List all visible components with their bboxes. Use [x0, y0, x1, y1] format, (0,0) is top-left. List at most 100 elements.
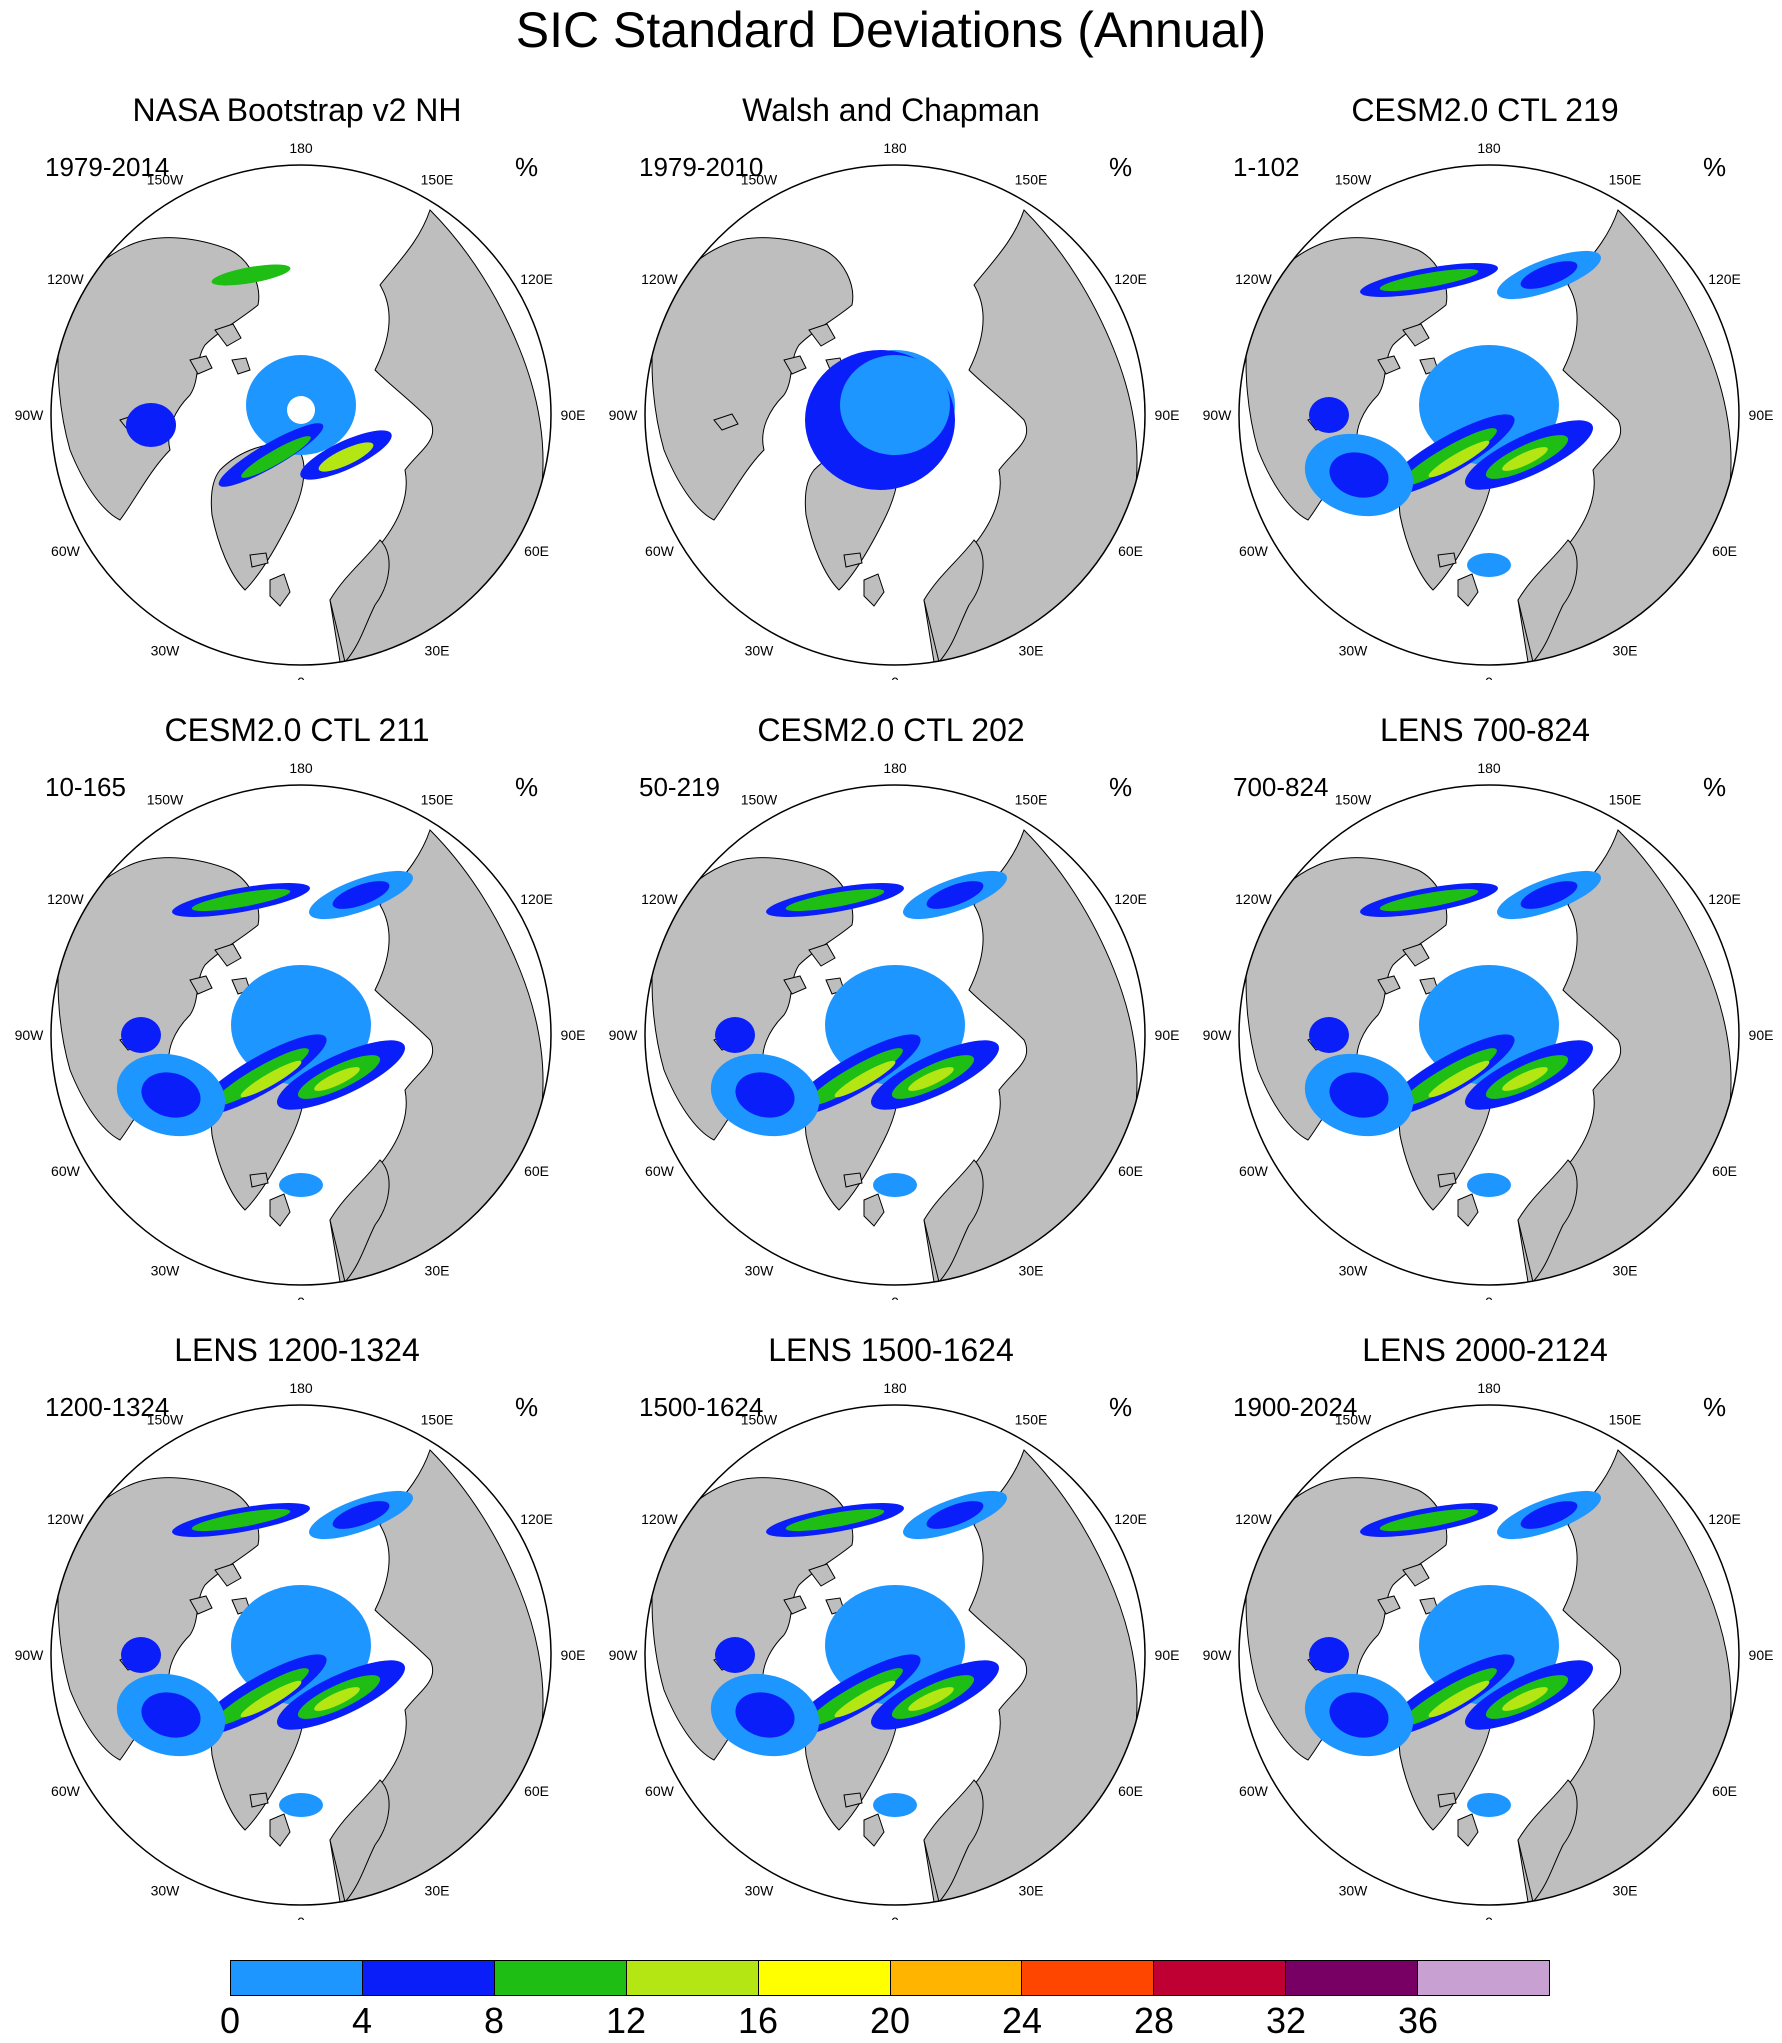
longitude-label: 60W — [645, 543, 675, 559]
map-boundary — [50, 1404, 552, 1906]
map-panel: 180 150W 150E 120W 120E 90W 90E 60W 60E 30W 30E 0 NA… — [0, 0, 594, 680]
sea-ice-std-region — [314, 1067, 360, 1091]
longitude-label: 90E — [1155, 1647, 1180, 1663]
sea-ice-std-region — [1502, 1687, 1548, 1711]
land — [1377, 355, 1401, 375]
panel-title: CESM2.0 CTL 219 — [1351, 92, 1619, 128]
land — [923, 1159, 984, 1284]
longitude-label: 90W — [1203, 1027, 1233, 1043]
longitude-label: 60W — [51, 543, 81, 559]
longitude-label: 150E — [421, 1411, 454, 1427]
longitude-label: 30E — [1019, 1263, 1044, 1279]
land — [843, 552, 863, 568]
sea-ice-std-region — [908, 1687, 954, 1711]
land — [843, 1172, 863, 1188]
longitude-label: 150W — [1335, 1411, 1372, 1427]
sea-ice-std-region — [213, 1668, 309, 1726]
land — [189, 975, 213, 995]
longitude-label: 30W — [745, 643, 775, 659]
sea-ice-std-region — [318, 442, 374, 472]
panel-unit: % — [1109, 772, 1133, 802]
longitude-label: 150W — [147, 1411, 184, 1427]
colorbar-swatch — [758, 1961, 891, 1995]
longitude-label: 150W — [741, 171, 778, 187]
longitude-label: 180 — [883, 1380, 907, 1396]
panel-unit: % — [515, 1392, 539, 1422]
polar-map: 180 150W 150E 120W 120E 90W 90E 60W 60E 30W 30E 0 — [1203, 760, 1774, 1300]
polar-map: 180 150W 150E 120W 120E 90W 90E 60W 60E 30W 30E 0 — [15, 760, 586, 1300]
map-panel: 180 150W 150E 120W 120E 90W 90E 60W 60E 30W 30E 0 LE… — [594, 1240, 1188, 1920]
longitude-label: 90E — [1155, 1027, 1180, 1043]
map-panel: 180 150W 150E 120W 120E 90W 90E 60W 60E 30W 30E 0 Wa… — [594, 0, 1188, 680]
land — [329, 539, 390, 664]
land — [189, 355, 213, 375]
land — [269, 573, 291, 607]
land — [269, 1813, 291, 1847]
sea-ice-std-region — [1467, 1173, 1511, 1197]
map-boundary — [644, 784, 1146, 1286]
sea-ice-std-region — [240, 1060, 302, 1098]
sea-ice-std-region — [785, 888, 885, 912]
longitude-label: 30E — [425, 1263, 450, 1279]
sea-ice-std-region — [1309, 1637, 1349, 1673]
panel-unit: % — [1703, 1392, 1727, 1422]
panel-title: LENS 1200-1324 — [174, 1332, 420, 1368]
sea-ice-std-region — [1329, 1692, 1389, 1738]
colorbar-label: 20 — [869, 2000, 911, 2041]
land — [783, 1595, 807, 1615]
sea-ice-std-region — [873, 1173, 917, 1197]
panel-period: 1-102 — [1233, 152, 1300, 182]
sea-ice-std-region — [241, 436, 311, 478]
longitude-label: 90E — [1749, 407, 1774, 423]
longitude-label: 150E — [1015, 791, 1048, 807]
longitude-label: 60W — [645, 1163, 675, 1179]
figure-title: SIC Standard Deviations (Annual) — [515, 2, 1267, 58]
longitude-label: 180 — [289, 140, 313, 156]
longitude-label: 150E — [1609, 791, 1642, 807]
sea-ice-std-region — [1467, 1793, 1511, 1817]
colorbar-swatch — [494, 1961, 627, 1995]
colorbar-label: 36 — [1397, 2000, 1439, 2041]
longitude-label: 30E — [1613, 1263, 1638, 1279]
sea-ice-std-region — [735, 1692, 795, 1738]
map-panel: 180 150W 150E 120W 120E 90W 90E 60W 60E 30W 30E 0 LE… — [1188, 1240, 1782, 1920]
longitude-label: 120W — [1235, 1511, 1272, 1527]
map-boundary — [644, 164, 1146, 666]
land — [249, 1792, 269, 1808]
longitude-label: 0 — [1485, 674, 1493, 680]
sea-ice-std-region — [126, 403, 176, 447]
longitude-label: 150E — [421, 171, 454, 187]
longitude-label: 30W — [745, 1263, 775, 1279]
longitude-label: 60E — [1712, 1783, 1737, 1799]
longitude-label: 60W — [51, 1783, 81, 1799]
land — [808, 1563, 836, 1587]
panel-title: LENS 700-824 — [1380, 712, 1590, 748]
sea-ice-std-region — [121, 1637, 161, 1673]
land — [214, 1563, 242, 1587]
panel-unit: % — [1109, 1392, 1133, 1422]
sea-ice-std-region — [191, 1508, 291, 1532]
sea-ice-std-region — [279, 1793, 323, 1817]
sea-ice-std-region — [1520, 261, 1578, 289]
longitude-label: 180 — [289, 760, 313, 776]
longitude-label: 60E — [1712, 1163, 1737, 1179]
longitude-label: 120E — [1114, 1511, 1147, 1527]
colorbar-swatch — [1286, 1961, 1419, 1995]
land — [863, 1813, 885, 1847]
longitude-label: 180 — [883, 140, 907, 156]
longitude-label: 90W — [15, 1647, 45, 1663]
polar-map: 180 150W 150E 120W 120E 90W 90E 60W 60E 30W 30E 0 — [609, 760, 1180, 1300]
map-boundary — [50, 164, 552, 666]
land — [214, 943, 242, 967]
longitude-label: 30E — [425, 643, 450, 659]
longitude-label: 120E — [1708, 1511, 1741, 1527]
sea-ice-std-region — [1428, 1060, 1490, 1098]
map-panel: 180 150W 150E 120W 120E 90W 90E 60W 60E 30W 30E 0 CE… — [0, 620, 594, 1300]
colorbar-label: 16 — [737, 2000, 779, 2041]
colorbar-label: 32 — [1265, 2000, 1307, 2041]
longitude-label: 120W — [1235, 891, 1272, 907]
longitude-label: 120E — [1708, 271, 1741, 287]
land — [1457, 573, 1479, 607]
longitude-label: 120E — [520, 271, 553, 287]
map-boundary — [644, 1404, 1146, 1906]
